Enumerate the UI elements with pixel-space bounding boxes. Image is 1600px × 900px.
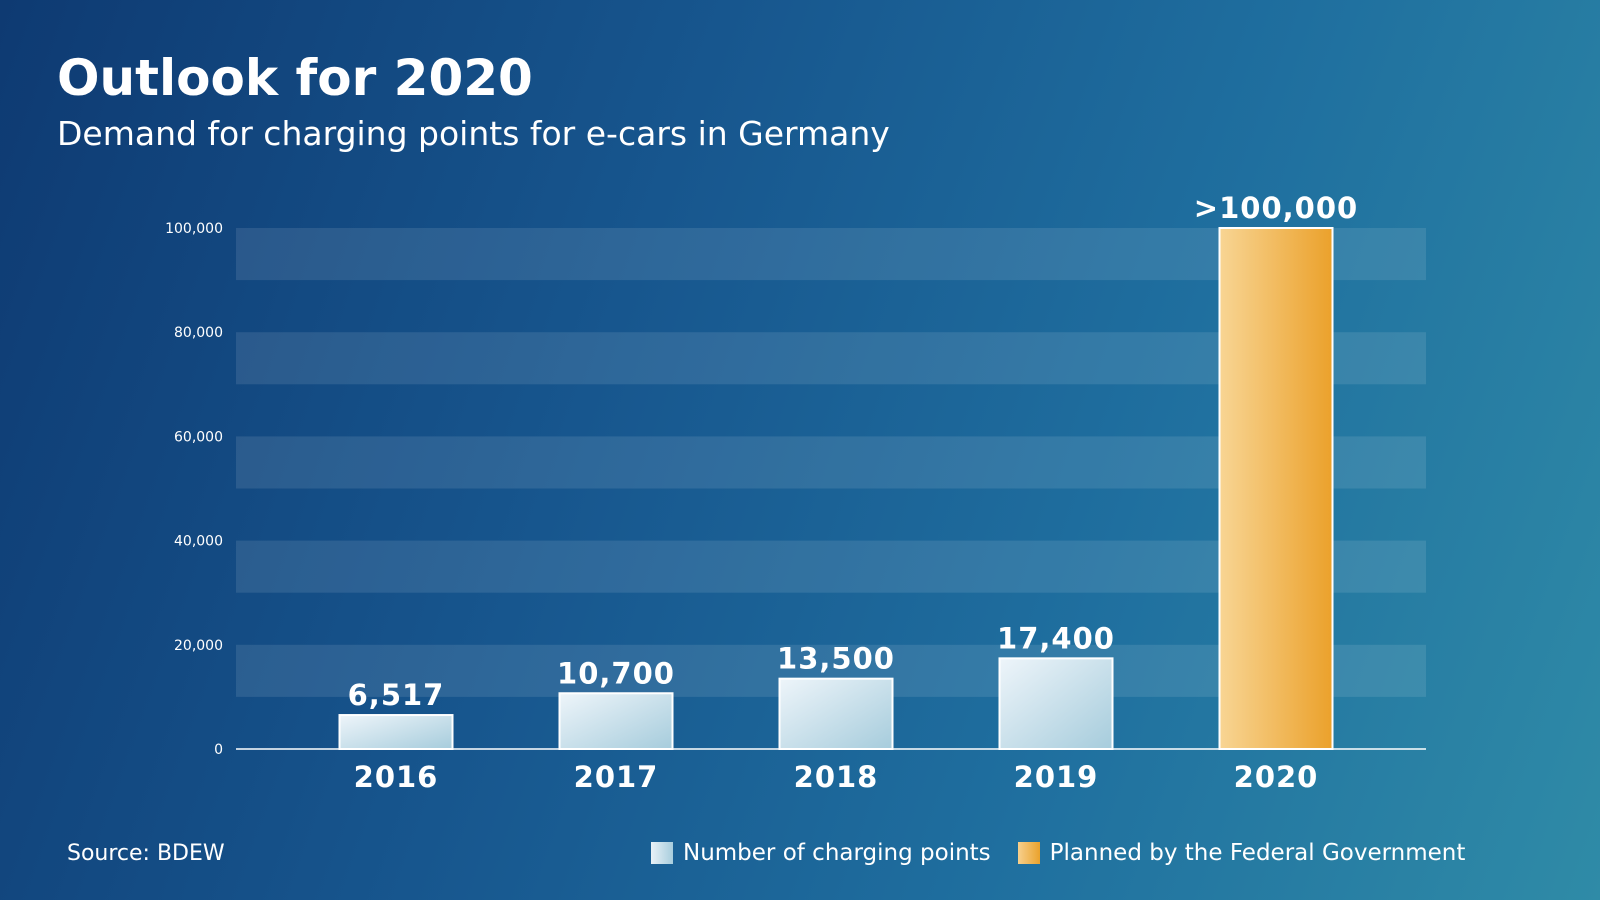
legend-item-planned: Planned by the Federal Government bbox=[1017, 838, 1466, 868]
x-tick-label-2016: 2016 bbox=[354, 760, 439, 794]
source-note: Source: BDEW bbox=[67, 841, 225, 866]
value-label-2020: >100,000 bbox=[1194, 191, 1358, 225]
legend-label-actual: Number of charging points bbox=[683, 840, 991, 866]
legend: Number of charging points Planned by the… bbox=[651, 838, 1465, 868]
chart-title: Outlook for 2020 bbox=[57, 49, 533, 107]
value-label-2019: 17,400 bbox=[997, 621, 1115, 655]
legend-swatch-actual bbox=[651, 842, 673, 864]
y-tick-label: 80,000 bbox=[174, 325, 223, 341]
y-tick-label: 0 bbox=[214, 742, 223, 758]
y-tick-label: 20,000 bbox=[174, 638, 223, 654]
y-tick-label: 60,000 bbox=[174, 429, 223, 445]
value-label-2016: 6,517 bbox=[348, 678, 445, 712]
bar-2020 bbox=[1218, 227, 1334, 750]
value-label-2018: 13,500 bbox=[777, 642, 895, 676]
bar-2019 bbox=[998, 657, 1114, 751]
legend-swatch-planned bbox=[1017, 842, 1040, 864]
x-tick-label-2020: 2020 bbox=[1234, 760, 1319, 794]
x-tick-label-2018: 2018 bbox=[794, 760, 879, 794]
y-tick-label: 100,000 bbox=[165, 221, 223, 237]
value-label-2017: 10,700 bbox=[557, 656, 675, 690]
chart-subtitle: Demand for charging points for e-cars in… bbox=[57, 114, 890, 153]
x-tick-label-2019: 2019 bbox=[1014, 760, 1099, 794]
x-tick-label-2017: 2017 bbox=[574, 760, 659, 794]
legend-item-actual: Number of charging points bbox=[651, 838, 991, 868]
bar-2017 bbox=[558, 692, 674, 750]
bar-2018 bbox=[778, 677, 894, 750]
legend-label-planned: Planned by the Federal Government bbox=[1049, 840, 1466, 866]
y-tick-label: 40,000 bbox=[174, 534, 223, 550]
bar-2016 bbox=[338, 714, 454, 751]
